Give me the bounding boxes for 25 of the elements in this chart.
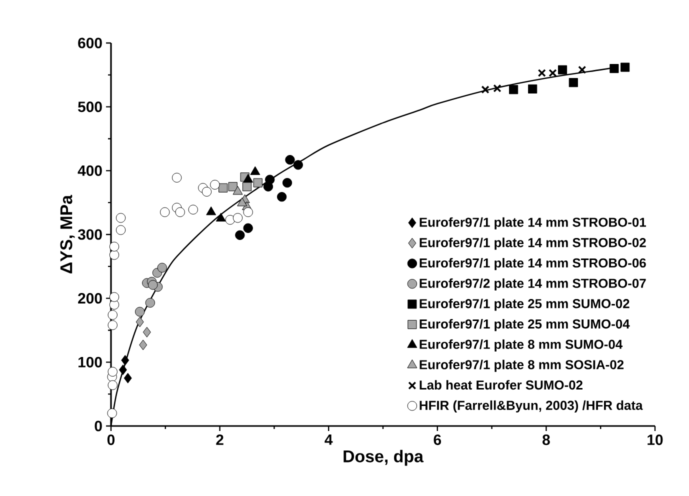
legend-label: Eurofer97/1 plate 25 mm SUMO-02	[420, 298, 630, 311]
legend-label: Eurofer97/1 plate 14 mm STROBO-02	[420, 238, 646, 250]
x-tick-label: 6	[434, 434, 442, 446]
legend-label: Eurofer97/1 plate 8 mm SUMO-04	[420, 339, 623, 352]
y-tick-label: 400	[78, 165, 102, 176]
y-tick-label: 0	[94, 420, 102, 432]
legend-label: Lab heat Eurofer SUMO-02	[420, 380, 582, 390]
x-tick-label: 10	[648, 434, 663, 446]
x-tick-label: 0	[107, 434, 115, 446]
legend-label: Eurofer97/1 plate 14 mm STROBO-06	[420, 258, 646, 270]
x-tick-label: 4	[324, 434, 333, 445]
legend-label: Eurofer97/1 plate 14 mm STROBO-01	[420, 217, 646, 230]
y-tick-label: 300	[78, 229, 102, 240]
legend-label: Eurofer97/1 plate 8 mm SOSIA-02	[420, 360, 624, 372]
y-tick-label: 200	[78, 293, 102, 304]
x-tick-label: 2	[216, 434, 224, 445]
y-tick-label: 100	[78, 356, 102, 368]
y-axis-title: ΔYS, MPa	[60, 194, 75, 274]
x-axis-title: Dose, dpa	[344, 450, 424, 466]
legend-label: HFIR (Farrell&Byun, 2003) /HFR data	[420, 400, 643, 413]
y-tick-label: 600	[78, 38, 102, 48]
y-tick-label: 500	[78, 102, 102, 112]
legend-label: Eurofer97/2 plate 14 mm STROBO-07	[420, 278, 646, 290]
legend-label: Eurofer97/1 plate 25 mm SUMO-04	[420, 319, 630, 332]
x-tick-label: 8	[542, 434, 550, 446]
